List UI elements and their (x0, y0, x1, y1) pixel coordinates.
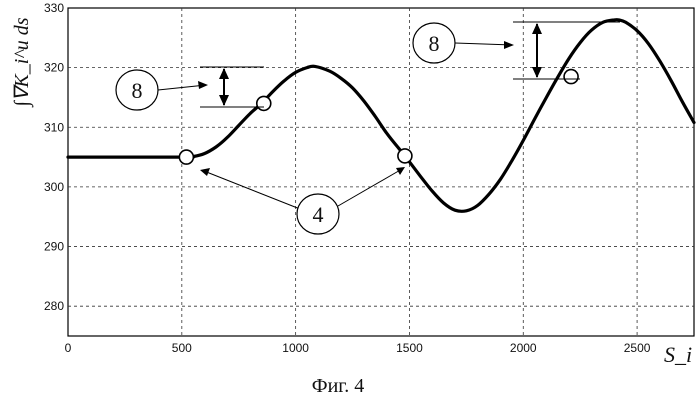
x-tick-labels: 0 500 1000 1500 2000 2500 (65, 341, 651, 355)
y-tick-label: 280 (44, 299, 64, 313)
series-marker (398, 149, 412, 163)
y-tick-labels: 280 290 300 310 320 330 (44, 1, 64, 313)
x-tick-label: 0 (65, 341, 72, 355)
callout-label-4: 4 (313, 202, 324, 227)
x-axis-title: S_i (664, 342, 692, 367)
y-tick-label: 290 (44, 240, 64, 254)
figure-caption: Фиг. 4 (312, 375, 364, 397)
plot-border (68, 8, 694, 336)
grid-lines (68, 8, 694, 336)
annotations: 8 8 4 (116, 22, 620, 234)
x-tick-label: 500 (172, 341, 192, 355)
y-axis-title: ∫∇K_i^u ds (11, 17, 34, 108)
x-tick-label: 2000 (510, 341, 537, 355)
series-marker (564, 70, 578, 84)
x-tick-label: 1500 (396, 341, 423, 355)
y-tick-label: 300 (44, 180, 64, 194)
y-tick-label: 320 (44, 61, 64, 75)
plot-frame (68, 8, 694, 336)
y-axis-title-text: ∫∇K_i^u ds (11, 17, 34, 108)
series-marker (257, 96, 271, 110)
callout-label-8-right: 8 (429, 31, 440, 56)
callout-4: 4 (200, 167, 405, 234)
x-tick-label: 2500 (624, 341, 651, 355)
y-tick-label: 310 (44, 120, 64, 134)
callout-8-left: 8 (116, 67, 264, 110)
x-tick-label: 1000 (282, 341, 309, 355)
y-tick-label: 330 (44, 1, 64, 15)
series-marker (179, 150, 193, 164)
series-line (68, 20, 694, 212)
callout-label-8-left: 8 (132, 78, 143, 103)
